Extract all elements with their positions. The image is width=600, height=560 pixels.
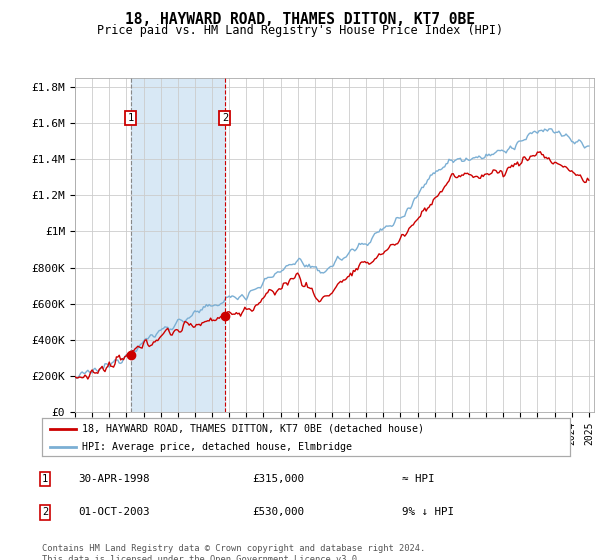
Text: Contains HM Land Registry data © Crown copyright and database right 2024.
This d: Contains HM Land Registry data © Crown c… (42, 544, 425, 560)
Text: 18, HAYWARD ROAD, THAMES DITTON, KT7 0BE (detached house): 18, HAYWARD ROAD, THAMES DITTON, KT7 0BE… (82, 424, 424, 434)
Text: 1: 1 (42, 474, 48, 484)
Text: 01-OCT-2003: 01-OCT-2003 (78, 507, 149, 517)
Text: ≈ HPI: ≈ HPI (402, 474, 434, 484)
Text: Price paid vs. HM Land Registry's House Price Index (HPI): Price paid vs. HM Land Registry's House … (97, 24, 503, 36)
Text: 2: 2 (222, 113, 228, 123)
Text: 18, HAYWARD ROAD, THAMES DITTON, KT7 0BE: 18, HAYWARD ROAD, THAMES DITTON, KT7 0BE (125, 12, 475, 27)
Text: HPI: Average price, detached house, Elmbridge: HPI: Average price, detached house, Elmb… (82, 442, 352, 452)
Text: £530,000: £530,000 (252, 507, 304, 517)
Text: 1: 1 (128, 113, 134, 123)
Text: 2: 2 (42, 507, 48, 517)
Bar (131, 78, 225, 412)
Text: 9% ↓ HPI: 9% ↓ HPI (402, 507, 454, 517)
Text: £315,000: £315,000 (252, 474, 304, 484)
Text: 30-APR-1998: 30-APR-1998 (78, 474, 149, 484)
